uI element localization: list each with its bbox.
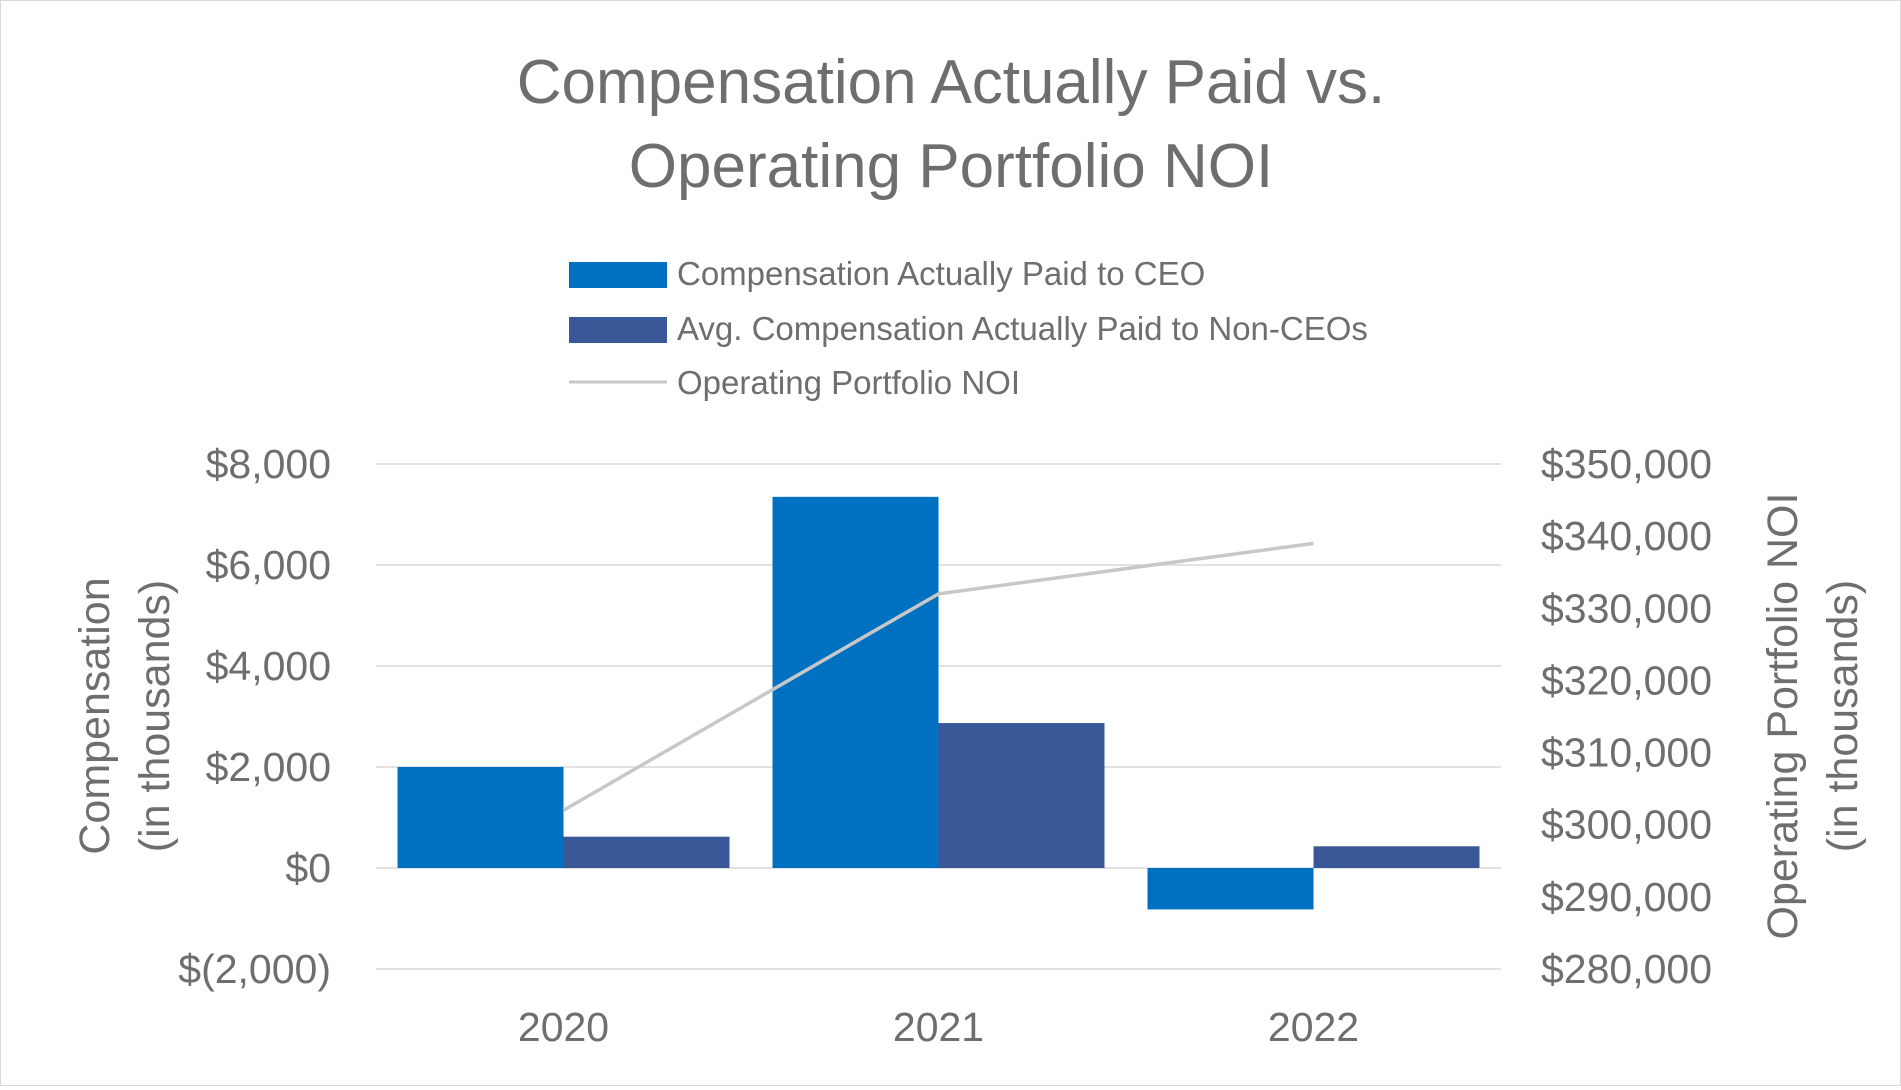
right-axis-tick-label: $280,000 [1541, 946, 1712, 992]
legend-swatch-non-ceo [569, 317, 667, 343]
left-axis-tick-label: $4,000 [206, 643, 331, 689]
right-axis-tick-label: $310,000 [1541, 730, 1712, 776]
chart-title-line-1: Compensation Actually Paid vs. [517, 48, 1385, 117]
bar-non-ceo-2020 [564, 837, 730, 868]
right-axis-title: Operating Portfolio NOI (in thousands) [1759, 493, 1867, 940]
bar-ceo-2020 [398, 767, 564, 868]
left-axis-ticks: $8,000 $6,000 $4,000 $2,000 $0 $(2,000) [178, 441, 331, 992]
x-axis-tick-label: 2022 [1268, 1004, 1359, 1050]
left-axis-tick-label: $6,000 [206, 542, 331, 588]
x-axis-ticks: 2020 2021 2022 [518, 1004, 1359, 1050]
left-axis-tick-label: $0 [285, 845, 331, 891]
left-axis-tick-label: $8,000 [206, 441, 331, 487]
right-axis-tick-label: $330,000 [1541, 585, 1712, 631]
right-axis-tick-label: $300,000 [1541, 802, 1712, 848]
x-axis-tick-label: 2021 [893, 1004, 984, 1050]
left-axis-title: Compensation (in thousands) [71, 577, 179, 854]
right-axis-title-line-1: Operating Portfolio NOI [1759, 493, 1807, 940]
left-axis-title-line-1: Compensation [71, 577, 119, 854]
right-axis-title-line-2: (in thousands) [1819, 580, 1867, 853]
bar-ceo-2022 [1148, 868, 1314, 909]
legend-label-non-ceo: Avg. Compensation Actually Paid to Non-C… [677, 310, 1368, 347]
right-axis-ticks: $350,000 $340,000 $330,000 $320,000 $310,000… [1541, 441, 1712, 992]
right-axis-tick-label: $290,000 [1541, 874, 1712, 920]
right-axis-tick-label: $340,000 [1541, 513, 1712, 559]
bar-non-ceo-2021 [939, 723, 1105, 868]
left-axis-title-line-2: (in thousands) [131, 580, 179, 853]
bar-ceo-2021 [773, 497, 939, 868]
legend-label-noi: Operating Portfolio NOI [677, 364, 1020, 401]
right-axis-tick-label: $350,000 [1541, 441, 1712, 487]
right-axis-tick-label: $320,000 [1541, 657, 1712, 703]
bars [398, 497, 1480, 910]
chart-title: Compensation Actually Paid vs. Operating… [517, 48, 1385, 201]
bar-non-ceo-2022 [1314, 846, 1480, 868]
legend-swatch-ceo [569, 262, 667, 288]
legend-label-ceo: Compensation Actually Paid to CEO [677, 255, 1205, 292]
chart-title-line-2: Operating Portfolio NOI [629, 132, 1273, 201]
left-axis-tick-label: $2,000 [206, 744, 331, 790]
x-axis-tick-label: 2020 [518, 1004, 609, 1050]
left-axis-tick-label: $(2,000) [178, 946, 331, 992]
legend: Compensation Actually Paid to CEO Avg. C… [569, 255, 1368, 401]
